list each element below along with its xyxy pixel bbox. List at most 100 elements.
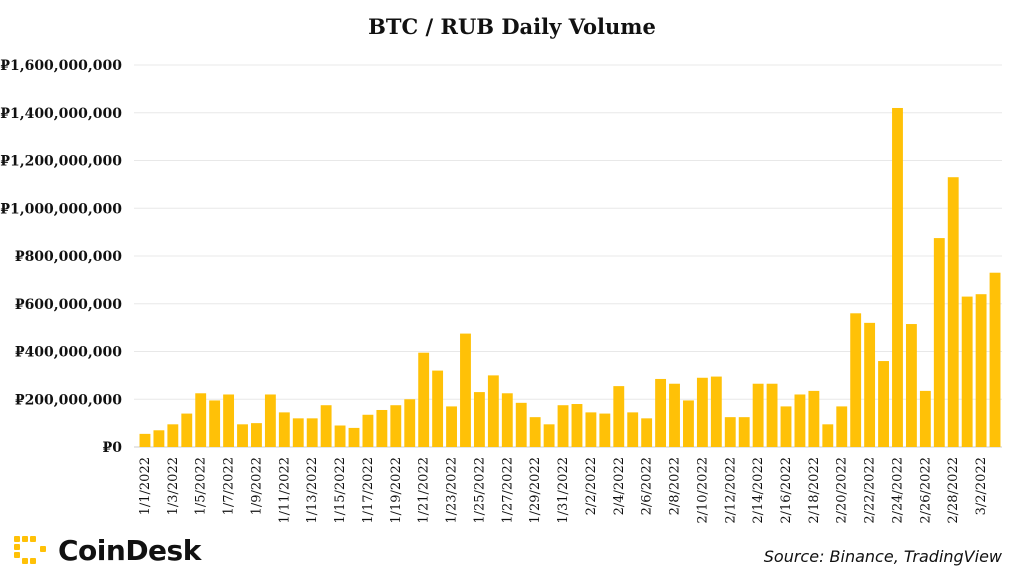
x-tick-label: 1/31/2022: [556, 457, 571, 524]
bar: [139, 433, 151, 447]
bar: [710, 376, 722, 447]
bar: [167, 424, 179, 447]
bar: [571, 404, 583, 447]
source-note: Source: Binance, TradingView: [763, 547, 1002, 566]
bar: [599, 413, 611, 447]
x-tick-label: 2/8/2022: [668, 457, 683, 515]
bar: [864, 322, 876, 447]
bar: [696, 377, 708, 447]
bar: [292, 418, 304, 447]
bar: [306, 418, 318, 447]
bar: [153, 430, 165, 447]
x-tick-label: 1/17/2022: [361, 457, 376, 524]
bar: [237, 424, 248, 447]
bar: [905, 324, 917, 447]
gridlines: [134, 64, 1002, 448]
coindesk-bracket-icon: [14, 536, 46, 564]
x-tick-label: 1/7/2022: [222, 457, 237, 515]
x-tick-label: 2/2/2022: [584, 457, 599, 515]
x-tick-label: 1/25/2022: [472, 457, 487, 524]
x-tick-label: 2/16/2022: [779, 457, 794, 524]
bar: [683, 400, 694, 447]
bar: [724, 417, 736, 447]
x-tick-label: 1/5/2022: [194, 457, 209, 515]
bar: [933, 238, 945, 447]
x-tick-label: 3/2/2022: [974, 457, 989, 515]
bar: [738, 417, 750, 447]
bar: [780, 406, 792, 447]
bar: [627, 412, 639, 447]
bar: [223, 394, 235, 447]
y-tick-label: ₽600,000,000: [15, 297, 122, 313]
bar: [947, 177, 959, 447]
bar: [264, 394, 276, 447]
bar: [348, 427, 360, 447]
bar: [529, 417, 541, 447]
y-tick-label: ₽1,000,000,000: [0, 201, 122, 217]
bar: [766, 383, 778, 447]
x-tick-label: 1/27/2022: [500, 457, 515, 524]
x-tick-label: 1/1/2022: [138, 457, 153, 515]
brand-name: CoinDesk: [58, 533, 201, 567]
x-tick-label: 1/15/2022: [333, 457, 348, 524]
bar: [794, 394, 806, 447]
bar: [181, 413, 193, 447]
bar: [655, 378, 667, 447]
bar: [822, 424, 834, 447]
y-tick-label: ₽400,000,000: [15, 345, 122, 361]
x-tick-label: 2/24/2022: [890, 457, 905, 524]
bar: [460, 333, 471, 447]
bar: [446, 406, 457, 447]
bar: [390, 405, 402, 447]
bar: [515, 402, 527, 447]
bar: [362, 414, 374, 447]
bar: [989, 272, 1001, 447]
chart-title: BTC / RUB Daily Volume: [368, 14, 656, 39]
x-tick-label: 2/18/2022: [807, 457, 822, 524]
x-tick-label: 1/29/2022: [528, 457, 543, 524]
y-tick-label: ₽0: [103, 440, 123, 456]
bar: [501, 393, 513, 447]
bar: [557, 405, 569, 447]
bar: [669, 383, 680, 447]
bar: [418, 352, 430, 447]
bar: [404, 399, 416, 447]
bar: [278, 412, 290, 447]
x-tick-label: 2/28/2022: [946, 457, 961, 524]
bar: [641, 418, 653, 447]
coindesk-logo: CoinDesk: [12, 530, 201, 570]
bars: [139, 107, 1001, 448]
x-tick-label: 2/6/2022: [640, 457, 655, 515]
bar: [195, 393, 207, 447]
x-tick-label: 1/11/2022: [277, 457, 292, 524]
bar: [251, 423, 262, 448]
bar: [919, 390, 931, 447]
bar: [613, 386, 625, 447]
x-tick-label: 1/23/2022: [445, 457, 460, 524]
x-tick-label: 2/14/2022: [751, 457, 766, 524]
x-tick-label: 1/9/2022: [249, 457, 264, 515]
bar: [836, 406, 848, 447]
bar: [585, 412, 597, 447]
bar: [961, 296, 973, 447]
bar: [752, 383, 764, 447]
x-tick-label: 2/10/2022: [695, 457, 710, 524]
bar: [878, 361, 889, 447]
bar: [975, 294, 987, 447]
y-tick-label: ₽1,600,000,000: [0, 58, 122, 74]
x-tick-label: 2/4/2022: [612, 457, 627, 515]
x-tick-label: 2/20/2022: [835, 457, 850, 524]
bar: [209, 400, 221, 447]
bar: [432, 370, 444, 447]
y-tick-label: ₽1,200,000,000: [0, 154, 122, 170]
x-tick-label: 2/22/2022: [863, 457, 878, 524]
chart: ₽0 ₽200,000,000 ₽400,000,000 ₽600,000,000 ₽8…: [0, 58, 1002, 524]
bar: [543, 424, 555, 447]
x-axis-ticks: 1/1/2022 1/3/2022 1/5/2022 1/7/2022 1/9/2022…: [138, 457, 989, 524]
bar: [334, 425, 346, 447]
x-tick-label: 2/26/2022: [918, 457, 933, 524]
bar: [808, 390, 820, 447]
bar: [376, 409, 388, 447]
y-tick-label: ₽1,400,000,000: [0, 106, 122, 122]
bar: [320, 405, 332, 447]
